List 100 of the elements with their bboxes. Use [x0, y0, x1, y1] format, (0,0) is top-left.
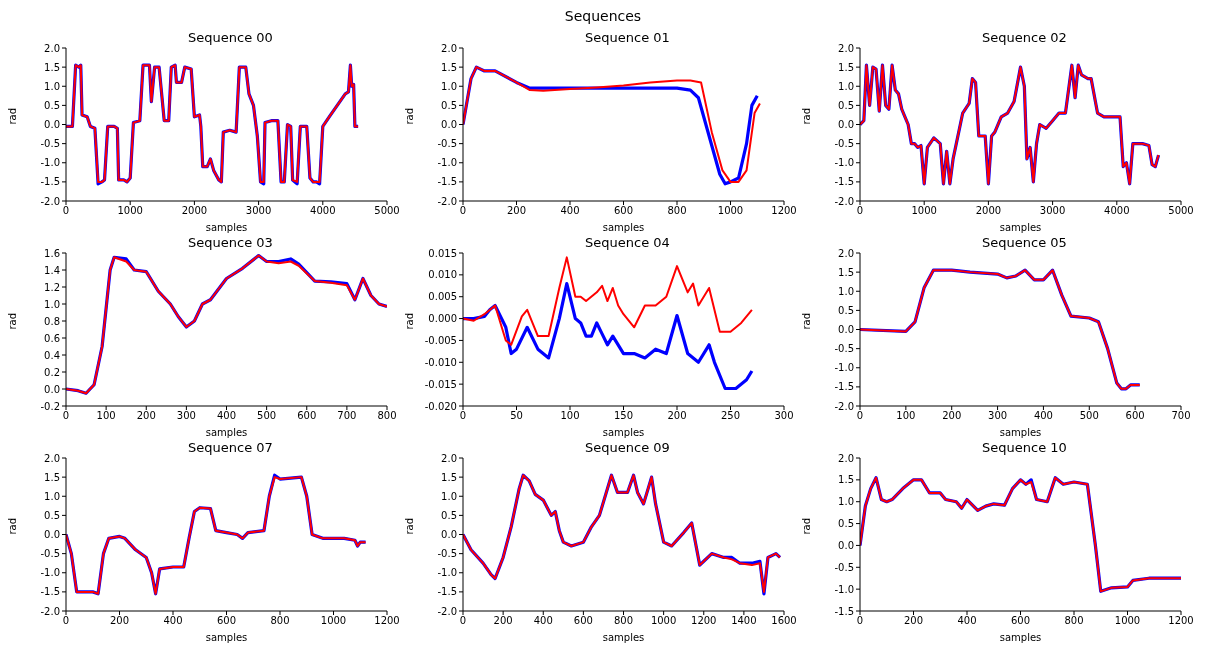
y-tick-label: -1.5 — [40, 176, 60, 188]
chart-title: Sequence 09 — [584, 440, 671, 455]
y-tick-label: 1.2 — [44, 281, 60, 293]
x-tick-label: 200 — [506, 205, 527, 217]
y-tick-label: 0.5 — [838, 304, 854, 316]
x-tick-label: 3000 — [245, 205, 272, 217]
y-tick-label: 0.0 — [838, 324, 854, 336]
y-tick-label: 1.5 — [441, 61, 457, 73]
x-tick-label: 500 — [1079, 410, 1099, 422]
x-tick-label: 4000 — [310, 205, 336, 217]
chart-title: Sequence 07 — [187, 440, 274, 455]
x-tick-label: 250 — [720, 410, 741, 422]
x-axis-title: samples — [602, 222, 645, 233]
y-tick-label: 1.0 — [441, 80, 457, 92]
y-tick-label: 0.015 — [428, 247, 457, 259]
y-tick-label: 0.6 — [44, 332, 60, 344]
y-axis-title: rad — [403, 107, 415, 125]
x-tick-label: 0 — [62, 615, 70, 627]
y-tick-label: -1.0 — [40, 157, 60, 169]
y-tick-label: 2.0 — [44, 452, 60, 464]
y-axis-title: rad — [800, 312, 812, 330]
y-tick-label: -0.5 — [834, 561, 854, 573]
y-tick-label: -0.020 — [424, 400, 457, 412]
x-axis-title: samples — [205, 632, 248, 643]
y-tick-label: 0.0 — [441, 119, 457, 131]
y-tick-label: -0.010 — [424, 356, 457, 368]
x-tick-label: 400 — [957, 615, 977, 627]
chart-title: Sequence 03 — [187, 235, 274, 250]
x-tick-label: 800 — [270, 615, 290, 627]
x-tick-label: 1000 — [320, 615, 347, 627]
y-tick-label: 0.0 — [838, 119, 854, 131]
x-tick-label: 1000 — [717, 205, 744, 217]
y-tick-label: 0.0 — [44, 383, 60, 395]
y-tick-label: 2.0 — [838, 42, 854, 54]
x-tick-label: 400 — [163, 615, 183, 627]
x-tick-label: 1200 — [691, 615, 717, 627]
y-axis-title: rad — [403, 517, 415, 535]
y-tick-label: -1.0 — [40, 567, 60, 579]
y-tick-label: -2.0 — [437, 605, 457, 617]
x-tick-label: 200 — [109, 615, 130, 627]
y-tick-label: 0.0 — [441, 529, 457, 541]
y-tick-label: -1.0 — [437, 567, 457, 579]
x-axis-title: samples — [602, 632, 645, 643]
y-tick-label: 0.010 — [428, 269, 457, 281]
x-tick-label: 0 — [856, 410, 864, 422]
x-tick-label: 300 — [988, 410, 1008, 422]
y-tick-label: 2.0 — [44, 42, 60, 54]
y-tick-label: 1.4 — [44, 264, 60, 276]
x-tick-label: 0 — [459, 615, 467, 627]
y-tick-label: 1.0 — [441, 490, 457, 502]
y-axis-title: rad — [800, 107, 812, 125]
x-tick-label: 0 — [62, 205, 70, 217]
y-tick-label: 1.5 — [441, 471, 457, 483]
chart-title: Sequence 01 — [584, 30, 671, 45]
x-tick-label: 0 — [459, 205, 467, 217]
x-tick-label: 300 — [176, 410, 196, 422]
x-tick-label: 100 — [560, 410, 580, 422]
x-tick-label: 400 — [216, 410, 237, 422]
x-tick-label: 800 — [667, 205, 687, 217]
chart-title: Sequence 04 — [584, 235, 671, 250]
y-tick-label: -0.5 — [834, 138, 854, 150]
x-tick-label: 1200 — [374, 615, 400, 627]
x-tick-label: 200 — [493, 615, 513, 627]
chart-title: Sequence 00 — [187, 30, 274, 45]
y-tick-label: 0.2 — [44, 366, 60, 378]
y-tick-label: -1.0 — [834, 362, 854, 374]
y-tick-label: -1.0 — [437, 157, 457, 169]
x-tick-label: 4000 — [1104, 205, 1130, 217]
x-tick-label: 200 — [942, 410, 962, 422]
y-tick-label: -0.005 — [424, 334, 457, 346]
x-tick-label: 50 — [510, 410, 523, 422]
y-tick-label: 2.0 — [441, 42, 457, 54]
x-tick-label: 200 — [136, 410, 156, 422]
y-tick-label: 1.0 — [44, 298, 60, 310]
y-tick-label: 0.5 — [838, 99, 854, 111]
x-axis-title: samples — [999, 632, 1042, 643]
y-tick-label: 1.0 — [838, 80, 854, 92]
y-tick-label: 0.5 — [838, 518, 854, 530]
y-tick-label: 1.5 — [44, 471, 60, 483]
x-tick-label: 150 — [613, 410, 634, 422]
y-tick-label: -0.5 — [834, 343, 854, 355]
y-tick-label: 1.5 — [44, 61, 60, 73]
y-tick-label: -1.0 — [834, 583, 854, 595]
x-tick-label: 600 — [1010, 615, 1031, 627]
y-axis-title: rad — [403, 312, 415, 330]
y-tick-label: 1.0 — [44, 80, 60, 92]
x-axis-title: samples — [602, 427, 645, 438]
x-tick-label: 0 — [856, 615, 864, 627]
x-tick-label: 1000 — [650, 615, 677, 627]
x-tick-label: 400 — [1033, 410, 1053, 422]
x-tick-label: 800 — [613, 615, 634, 627]
x-tick-label: 1200 — [771, 205, 797, 217]
y-tick-label: -0.5 — [40, 138, 60, 150]
x-tick-label: 600 — [613, 205, 634, 217]
y-tick-label: -1.5 — [437, 176, 457, 188]
x-tick-label: 400 — [533, 615, 553, 627]
y-tick-label: 0.0 — [838, 539, 854, 551]
y-tick-label: -1.5 — [834, 605, 854, 617]
y-tick-label: -0.2 — [40, 400, 60, 412]
y-tick-label: 1.6 — [44, 247, 60, 259]
